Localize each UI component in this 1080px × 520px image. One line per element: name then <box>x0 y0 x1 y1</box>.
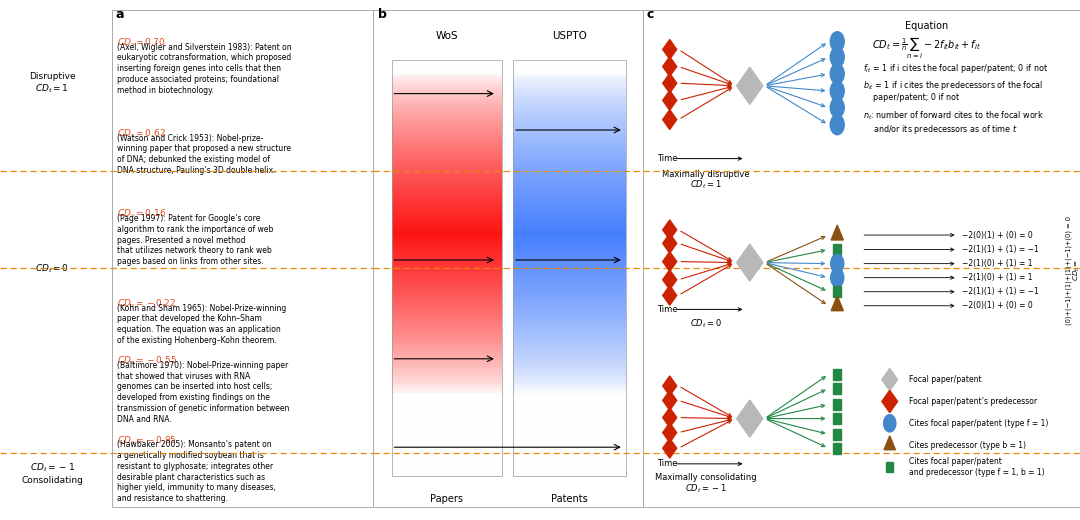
Text: $CD_s = -0.22$: $CD_s = -0.22$ <box>118 297 177 310</box>
Text: Patents: Patents <box>551 494 589 504</box>
Polygon shape <box>737 244 762 281</box>
Polygon shape <box>832 296 843 311</box>
Text: −2(0)(1) + (0) = 0: −2(0)(1) + (0) = 0 <box>962 301 1032 310</box>
Text: (Kohn and Sham 1965): Nobel-Prize-winning
paper that developed the Kohn–Sham
equ: (Kohn and Sham 1965): Nobel-Prize-winnin… <box>118 304 286 345</box>
Polygon shape <box>663 110 677 129</box>
Text: (0)+(−1)+(1)+(1)+(−1)+(0) = 0: (0)+(−1)+(1)+(1)+(−1)+(0) = 0 <box>1066 216 1072 325</box>
Ellipse shape <box>831 47 845 67</box>
Text: $CD_t = -1$: $CD_t = -1$ <box>685 483 727 495</box>
Polygon shape <box>663 391 677 410</box>
Ellipse shape <box>831 98 845 118</box>
Polygon shape <box>737 67 762 105</box>
Text: Time: Time <box>657 305 677 314</box>
Text: $CD_s = 0.70$: $CD_s = 0.70$ <box>118 36 166 49</box>
Text: $CD_s = -0.85$: $CD_s = -0.85$ <box>118 434 177 447</box>
Text: b: b <box>378 8 387 21</box>
Text: Time: Time <box>657 154 677 163</box>
Text: $CD_s = 0.62$: $CD_s = 0.62$ <box>118 127 166 140</box>
Text: $CD_t = \frac{1}{n}\sum_{n=i}-2f_{it}b_{it} + f_{it}$: $CD_t = \frac{1}{n}\sum_{n=i}-2f_{it}b_{… <box>873 35 982 61</box>
Text: Focal paper/patent’s predecessor: Focal paper/patent’s predecessor <box>909 397 1038 406</box>
Ellipse shape <box>831 254 843 273</box>
Polygon shape <box>663 376 677 396</box>
Polygon shape <box>882 391 897 412</box>
Polygon shape <box>885 436 895 450</box>
Text: Maximally disruptive: Maximally disruptive <box>662 170 750 179</box>
Polygon shape <box>663 408 677 427</box>
Text: Cites focal paper/patent
and predecessor (type f = 1, b = 1): Cites focal paper/patent and predecessor… <box>909 457 1045 477</box>
Text: $CD_t = -1$
Consolidating: $CD_t = -1$ Consolidating <box>22 462 83 485</box>
Bar <box>834 286 841 297</box>
Text: $CD_s = -0.55$: $CD_s = -0.55$ <box>118 355 177 367</box>
Polygon shape <box>663 423 677 443</box>
Text: Maximally consolidating: Maximally consolidating <box>656 473 757 482</box>
Text: −2(1)(0) + (1) = 1: −2(1)(0) + (1) = 1 <box>962 273 1032 282</box>
Ellipse shape <box>831 32 845 51</box>
Ellipse shape <box>831 115 845 135</box>
Text: (Hawbaker 2005): Monsanto’s patent on
a genetically modified soybean that is
res: (Hawbaker 2005): Monsanto’s patent on a … <box>118 440 276 503</box>
Text: (Page 1997): Patent for Google’s core
algorithm to rank the importance of web
pa: (Page 1997): Patent for Google’s core al… <box>118 214 273 266</box>
Polygon shape <box>663 285 677 305</box>
Text: $f_{it}$ = 1 if i cites the focal paper/patent; 0 if not: $f_{it}$ = 1 if i cites the focal paper/… <box>864 62 1049 75</box>
Text: Papers: Papers <box>430 494 463 504</box>
Polygon shape <box>663 220 677 240</box>
Text: (Baltimore 1970): Nobel-Prize-winning paper
that showed that viruses with RNA
ge: (Baltimore 1970): Nobel-Prize-winning pa… <box>118 361 289 424</box>
Polygon shape <box>663 438 677 458</box>
Bar <box>834 443 841 454</box>
Text: and/or its predecessors as of time $t$: and/or its predecessors as of time $t$ <box>864 123 1018 136</box>
Bar <box>834 244 841 255</box>
Text: $CD_s = 0.16$: $CD_s = 0.16$ <box>118 208 166 220</box>
Text: $n_t$: number of forward cites to the focal work: $n_t$: number of forward cites to the fo… <box>864 109 1044 122</box>
Text: −2(1)(0) + (1) = 1: −2(1)(0) + (1) = 1 <box>962 259 1032 268</box>
Text: −2(1)(1) + (1) = −1: −2(1)(1) + (1) = −1 <box>962 245 1039 254</box>
Text: Cites focal paper/patent (type f = 1): Cites focal paper/patent (type f = 1) <box>909 419 1049 428</box>
Bar <box>391 60 502 476</box>
Ellipse shape <box>883 414 895 432</box>
Bar <box>834 413 841 424</box>
Bar <box>834 383 841 394</box>
Text: paper/patent; 0 if not: paper/patent; 0 if not <box>864 93 960 101</box>
Text: $CD_t = 1$: $CD_t = 1$ <box>690 178 721 191</box>
Ellipse shape <box>831 81 845 101</box>
Text: Time: Time <box>657 459 677 469</box>
Text: −2(0)(1) + (0) = 0: −2(0)(1) + (0) = 0 <box>962 230 1032 240</box>
Text: (Watson and Crick 1953): Nobel-prize-
winning paper that proposed a new structur: (Watson and Crick 1953): Nobel-prize- wi… <box>118 134 292 175</box>
Ellipse shape <box>831 268 843 287</box>
Text: a: a <box>116 8 124 21</box>
Bar <box>834 428 841 440</box>
Polygon shape <box>663 90 677 110</box>
Polygon shape <box>663 40 677 59</box>
Text: Disruptive
$CD_t = 1$: Disruptive $CD_t = 1$ <box>29 72 76 95</box>
Text: Equation: Equation <box>905 21 948 31</box>
Polygon shape <box>663 252 677 271</box>
Text: Cites predecessor (type b = 1): Cites predecessor (type b = 1) <box>909 440 1026 450</box>
Polygon shape <box>663 57 677 76</box>
Text: c: c <box>647 8 654 21</box>
Text: $CD_t=$: $CD_t=$ <box>1071 259 1080 281</box>
Bar <box>513 60 626 476</box>
Text: WoS: WoS <box>435 31 458 42</box>
Polygon shape <box>737 400 762 437</box>
Bar <box>834 369 841 380</box>
Bar <box>112 10 373 507</box>
Polygon shape <box>663 233 677 253</box>
Text: USPTO: USPTO <box>552 31 588 42</box>
Text: $CD_t = 0$: $CD_t = 0$ <box>690 317 721 330</box>
Bar <box>887 462 893 472</box>
Text: $CD_t = 0$: $CD_t = 0$ <box>36 263 69 275</box>
Polygon shape <box>663 270 677 290</box>
Text: (Axel, Wigler and Silverstein 1983): Patent on
eukaryotic cotransformation, whic: (Axel, Wigler and Silverstein 1983): Pat… <box>118 43 292 95</box>
Bar <box>834 399 841 410</box>
Ellipse shape <box>831 64 845 84</box>
Polygon shape <box>663 73 677 93</box>
Text: $b_{it}$ = 1 if i cites the predecessors of the focal: $b_{it}$ = 1 if i cites the predecessors… <box>864 79 1043 92</box>
Text: Focal paper/patent: Focal paper/patent <box>909 375 982 384</box>
Polygon shape <box>832 225 843 240</box>
Text: −2(1)(1) + (1) = −1: −2(1)(1) + (1) = −1 <box>962 287 1039 296</box>
Polygon shape <box>882 369 897 391</box>
